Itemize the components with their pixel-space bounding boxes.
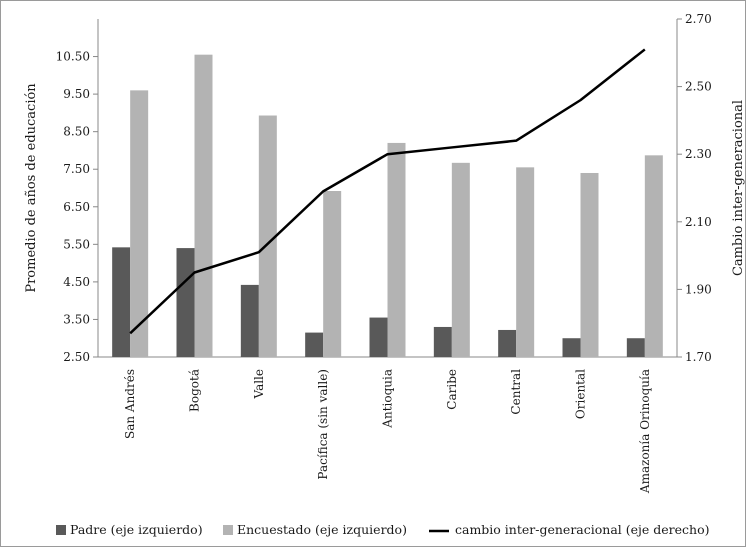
right-tick-label: 2.10 [685, 215, 712, 229]
left-tick-label: 2.50 [63, 350, 90, 364]
bar-encuestado [323, 191, 341, 357]
legend-label-padre: Padre (eje izquierdo) [70, 522, 203, 537]
legend: Padre (eje izquierdo) Encuestado (eje iz… [56, 522, 710, 537]
bar-padre [370, 318, 388, 357]
left-tick-label: 5.50 [63, 237, 90, 251]
left-axis-title: Promedio de años de educación [24, 83, 39, 293]
category-label: Valle [252, 369, 266, 400]
bar-encuestado [452, 163, 470, 357]
left-tick-labels: 2.50 3.50 4.50 5.50 6.50 7.50 8.50 9.50 10.50 [56, 50, 98, 364]
right-tick-label: 1.70 [685, 350, 712, 364]
bar-encuestado [581, 173, 599, 357]
category-label: Amazonía Orinoquía [638, 369, 652, 494]
category-labels: San Andrés Bogotá Valle Pacífica (sin valle… [123, 369, 652, 494]
legend-label-encuestado: Encuestado (eje izquierdo) [237, 522, 407, 537]
bar-padre [498, 330, 516, 357]
bar-padre [177, 248, 195, 357]
right-tick-label: 2.70 [685, 12, 712, 26]
bar-encuestado [195, 55, 213, 357]
left-tick-label: 9.50 [63, 87, 90, 101]
left-tick-label: 8.50 [63, 125, 90, 139]
category-label: Oriental [574, 369, 588, 419]
left-tick-label: 3.50 [63, 312, 90, 326]
bar-encuestado [130, 90, 148, 357]
bar-padre [434, 327, 452, 357]
bar-padre [305, 333, 323, 357]
category-label: Central [509, 369, 523, 415]
legend-swatch-encuestado [223, 525, 233, 535]
bar-padre [563, 338, 581, 357]
left-tick-label: 7.50 [63, 162, 90, 176]
right-tick-labels: 1.70 1.90 2.10 2.30 2.50 2.70 [677, 12, 712, 364]
bar-encuestado [645, 155, 663, 357]
legend-swatch-padre [56, 525, 66, 535]
right-tick-label: 2.30 [685, 147, 712, 161]
category-label: Bogotá [188, 369, 202, 412]
category-label: San Andrés [123, 369, 137, 439]
left-tick-label: 6.50 [63, 200, 90, 214]
bar-encuestado [516, 167, 534, 357]
category-label: Pacífica (sin valle) [316, 369, 330, 480]
bar-padre [627, 338, 645, 357]
right-axis-title: Cambio inter-generacional [731, 100, 745, 276]
left-tick-label: 4.50 [63, 275, 90, 289]
bar-padre [112, 247, 130, 357]
category-label: Antioquia [381, 369, 395, 429]
bar-encuestado [388, 143, 406, 357]
right-tick-label: 1.90 [685, 282, 712, 296]
left-tick-label: 10.50 [56, 50, 90, 64]
bar-padre [241, 285, 259, 357]
category-label: Caribe [445, 369, 459, 410]
legend-label-cambio: cambio inter-generacional (eje derecho) [455, 522, 710, 537]
right-tick-label: 2.50 [685, 80, 712, 94]
